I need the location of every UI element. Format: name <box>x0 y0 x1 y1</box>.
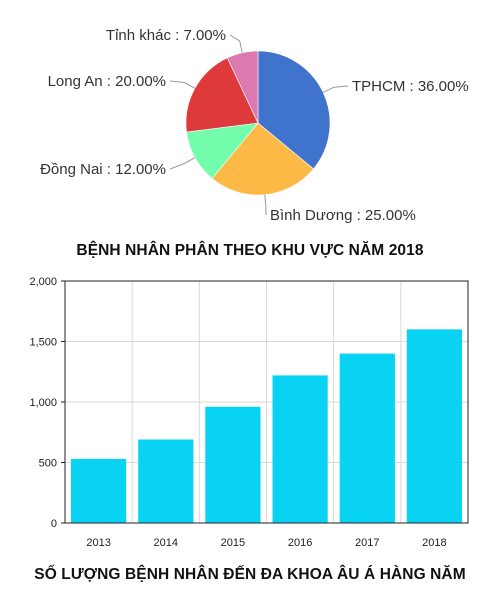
pie-slice-label: Bình Dương : 25.00% <box>270 207 416 224</box>
pie-slice <box>185 57 259 133</box>
pie-slice <box>226 50 259 124</box>
pie-chart-title: BỆNH NHÂN PHÂN THEO KHU VỰC NĂM 2018 <box>76 242 424 259</box>
pie-slice-label: Tỉnh khác : 7.00% <box>106 27 226 44</box>
pie-leader-line <box>229 34 243 53</box>
y-tick-label: 2,000 <box>29 276 57 288</box>
pie-slice-label: Long An : 20.00% <box>48 73 166 90</box>
bar-2014 <box>138 439 194 523</box>
y-tick-label: 1,500 <box>29 337 57 349</box>
y-tick-label: 0 <box>51 518 57 530</box>
x-tick-label: 2016 <box>288 537 312 549</box>
pie-slice-label: Đồng Nai : 12.00% <box>40 161 166 178</box>
pie-chart: TPHCM : 36.00% Bình Dương : 25.00% Đồng Na… <box>40 27 469 224</box>
bar-chart-title: SỐ LƯỢNG BỆNH NHÂN ĐẾN ĐA KHOA ÂU Á HÀNG… <box>34 566 466 583</box>
x-tick-label: 2018 <box>422 537 446 549</box>
bar-2015 <box>205 406 261 523</box>
x-tick-label: 2015 <box>221 537 245 549</box>
bar-2018 <box>406 329 462 523</box>
pie-slice <box>211 122 314 196</box>
x-tick-label: 2014 <box>154 537 178 549</box>
pie-leader-line <box>322 85 349 93</box>
x-tick-label: 2017 <box>355 537 379 549</box>
bar-2016 <box>272 375 328 523</box>
pie-leader-line <box>264 194 267 216</box>
x-tick-label: 2013 <box>86 537 110 549</box>
bar-2017 <box>339 353 395 523</box>
y-tick-label: 500 <box>39 458 57 470</box>
pie-slice-label: TPHCM : 36.00% <box>352 78 469 95</box>
bar-2013 <box>71 458 127 523</box>
y-tick-label: 1,000 <box>29 397 57 409</box>
pie-leader-line <box>169 80 196 89</box>
pie-leader-line <box>169 157 196 170</box>
bar-chart: 0 500 1,000 1,500 2,000 2013 2014 2015 2016 2017 2… <box>29 276 469 549</box>
